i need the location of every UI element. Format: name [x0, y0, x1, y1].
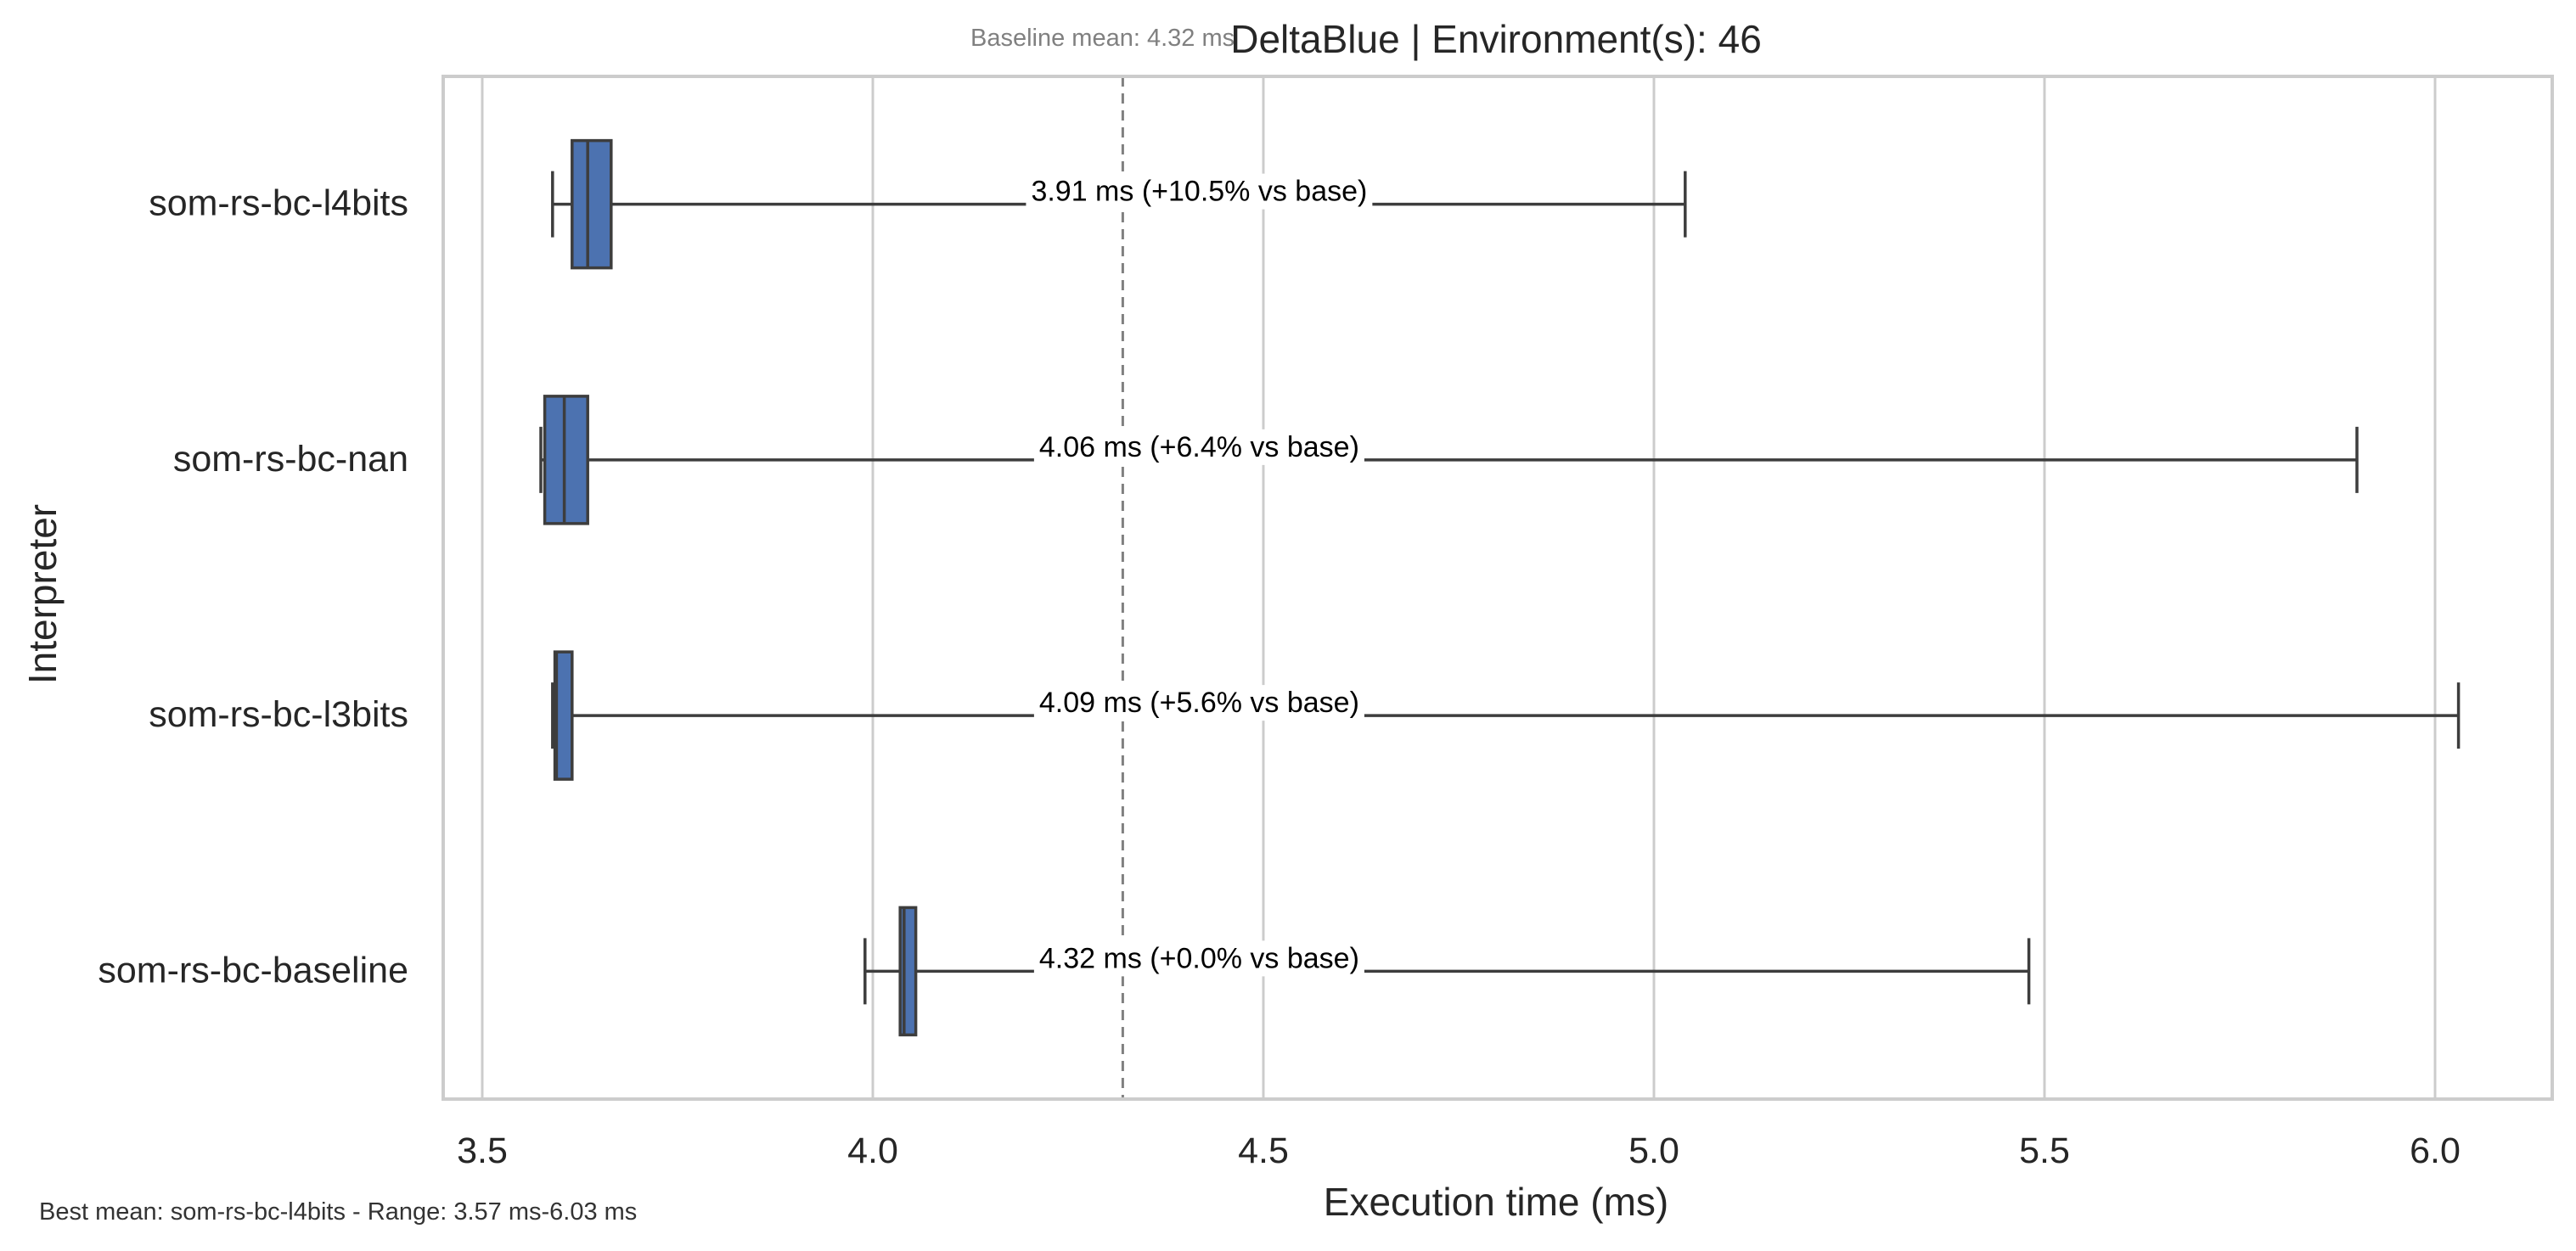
mean-annotation: 4.32 ms (+0.0% vs base): [1039, 942, 1359, 974]
x-tick-labels: 3.5 4.0 4.5 5.0 5.5 6.0: [457, 1130, 2461, 1171]
boxes: 3.91 ms (+10.5% vs base) 4.06 ms (+6.4% v…: [539, 138, 2461, 1037]
iqr-box: [571, 138, 613, 270]
x-tick-label: 4.0: [847, 1130, 898, 1171]
plot-frame: [442, 75, 2554, 1101]
box-series-som-rs-bc-baseline: 4.32 ms (+0.0% vs base): [863, 906, 2031, 1037]
footer-note: Best mean: som-rs-bc-l4bits - Range: 3.5…: [39, 1198, 637, 1226]
annotation-background: [1033, 429, 1364, 465]
box-series-som-rs-bc-l4bits: 3.91 ms (+10.5% vs base): [551, 138, 1687, 270]
iqr-box: [553, 650, 574, 781]
y-axis-label: Interpreter: [20, 504, 65, 684]
mean-annotation: 3.91 ms (+10.5% vs base): [1031, 176, 1367, 208]
annotation-background: [1033, 685, 1364, 721]
y-tick-label: som-rs-bc-l3bits: [149, 694, 408, 735]
chart-title: DeltaBlue | Environment(s): 46: [1230, 17, 1762, 61]
x-tick-label: 6.0: [2410, 1130, 2461, 1171]
y-tick-label: som-rs-bc-l4bits: [149, 183, 408, 224]
y-tick-label: som-rs-bc-baseline: [98, 950, 408, 990]
x-tick-label: 3.5: [457, 1130, 508, 1171]
box-series-som-rs-bc-l3bits: 4.09 ms (+5.6% vs base): [551, 650, 2461, 781]
y-tick-label: som-rs-bc-nan: [173, 439, 408, 480]
annotation-background: [1033, 940, 1364, 977]
iqr-box: [898, 906, 918, 1037]
mean-annotation: 4.09 ms (+5.6% vs base): [1039, 687, 1359, 719]
mean-annotation: 4.06 ms (+6.4% vs base): [1039, 431, 1359, 463]
iqr-box: [543, 395, 589, 525]
grid: [481, 76, 2437, 1099]
annotation-background: [1026, 173, 1373, 210]
box-series-som-rs-bc-nan: 4.06 ms (+6.4% vs base): [539, 395, 2359, 525]
y-tick-labels: som-rs-bc-l4bits som-rs-bc-nan som-rs-bc-l…: [98, 183, 408, 991]
baseline-mean-label: Baseline mean: 4.32 ms: [970, 25, 1235, 52]
x-axis-label: Execution time (ms): [1324, 1180, 1668, 1224]
x-tick-label: 4.5: [1238, 1130, 1289, 1171]
x-tick-label: 5.5: [2019, 1130, 2070, 1171]
x-tick-label: 5.0: [1628, 1130, 1679, 1171]
